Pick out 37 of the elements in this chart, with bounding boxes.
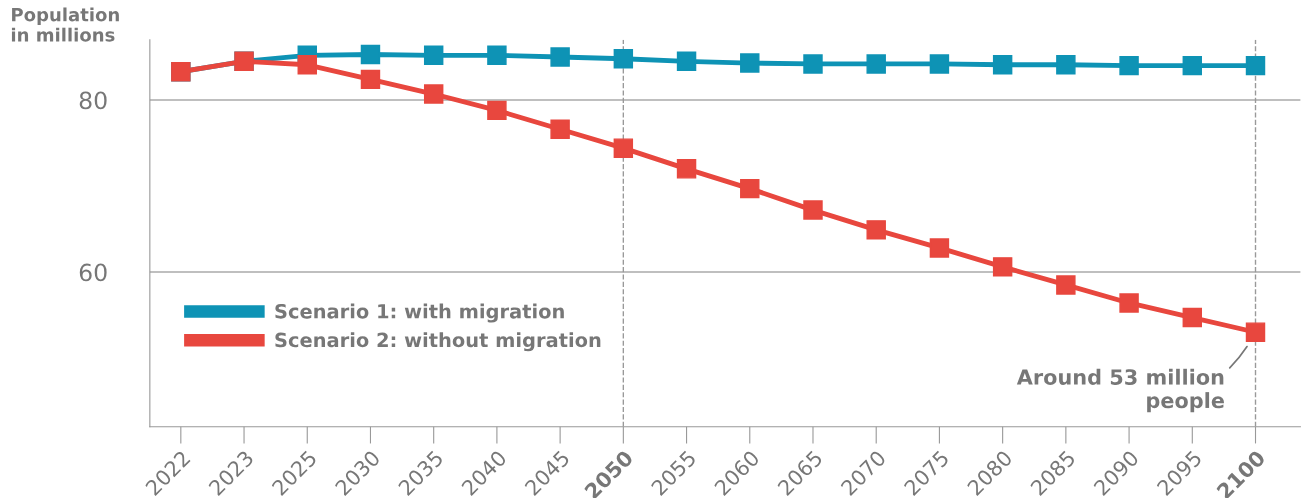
y-tick-label: 60 bbox=[79, 263, 107, 282]
point bbox=[929, 54, 950, 74]
point bbox=[613, 138, 634, 158]
point bbox=[1056, 275, 1076, 295]
y-tick-label: 80 bbox=[79, 91, 107, 110]
y-axis-title: Population in millions bbox=[11, 7, 119, 42]
point bbox=[866, 220, 886, 240]
legend-label: Scenario 2: without migration bbox=[275, 332, 601, 352]
point bbox=[676, 51, 697, 72]
point bbox=[992, 257, 1013, 277]
point bbox=[487, 100, 507, 121]
point bbox=[550, 47, 570, 67]
point bbox=[1245, 55, 1266, 76]
point bbox=[1245, 322, 1266, 342]
point bbox=[423, 84, 444, 104]
point bbox=[360, 69, 381, 90]
point bbox=[929, 238, 950, 258]
point bbox=[1182, 307, 1203, 328]
point bbox=[866, 54, 886, 74]
point bbox=[803, 54, 823, 74]
point bbox=[803, 200, 823, 220]
point bbox=[1182, 55, 1203, 76]
point bbox=[1056, 55, 1076, 75]
point bbox=[360, 44, 381, 65]
point bbox=[1119, 293, 1139, 313]
point bbox=[740, 53, 760, 73]
legend-label: Scenario 1: with migration bbox=[275, 303, 564, 323]
point bbox=[297, 55, 317, 75]
point bbox=[1119, 55, 1139, 76]
point bbox=[740, 178, 760, 199]
point bbox=[992, 55, 1013, 75]
annotation: Around 53 million people bbox=[1016, 368, 1224, 413]
point bbox=[487, 45, 507, 66]
point bbox=[550, 119, 570, 139]
point bbox=[613, 49, 634, 69]
point bbox=[676, 159, 697, 179]
point bbox=[423, 45, 444, 66]
